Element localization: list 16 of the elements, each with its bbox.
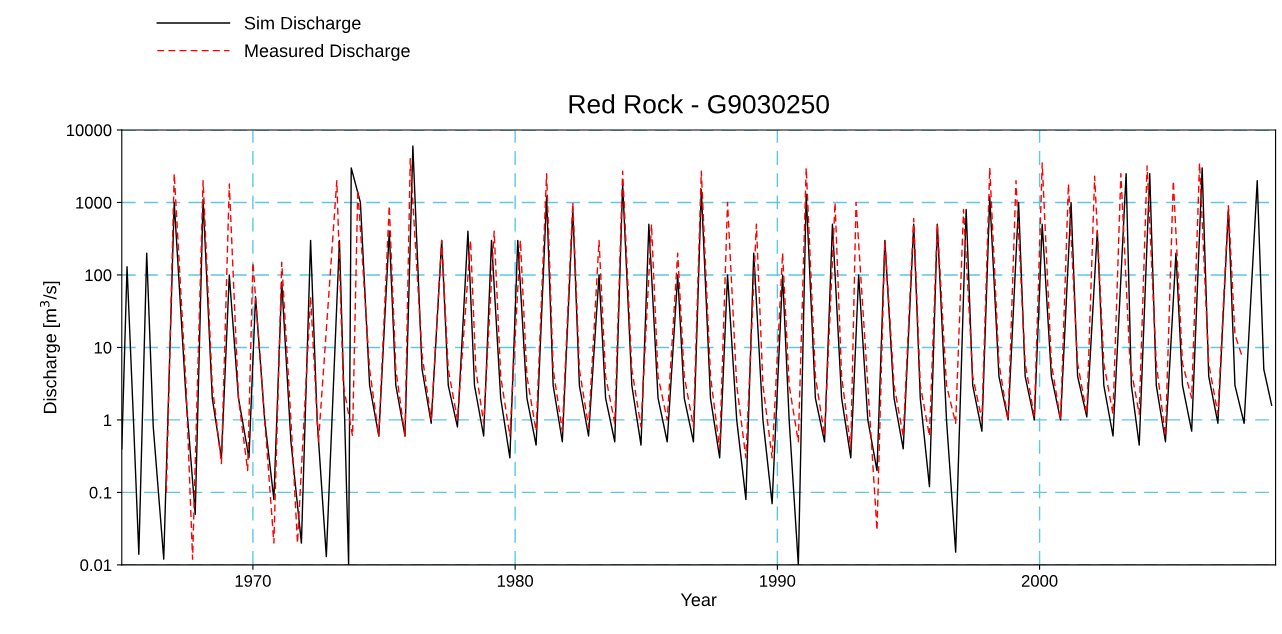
y-tick-label: 1	[104, 414, 112, 426]
y-tick-label: 10000	[67, 124, 112, 137]
legend-label: Measured Discharge	[245, 43, 410, 61]
x-tick-label: 1990	[760, 575, 796, 587]
chart-title: Red Rock - G9030250	[569, 94, 829, 114]
y-tick-label: 1000	[76, 196, 112, 209]
y-tick-label: 0.1	[89, 486, 112, 499]
y-tick-label: 100	[85, 269, 112, 282]
y-tick-label: 0.01	[80, 559, 112, 572]
x-axis-title: Year	[680, 593, 717, 607]
x-tick-label: 1980	[497, 575, 534, 587]
x-tick-label: 1970	[235, 575, 271, 587]
legend-label: Sim Discharge	[244, 16, 361, 34]
x-tick-label: 2000	[1021, 575, 1058, 587]
y-tick-label: 10	[94, 341, 112, 354]
y-axis-title: Discharge [m$^{3}$/s]	[39, 281, 60, 414]
